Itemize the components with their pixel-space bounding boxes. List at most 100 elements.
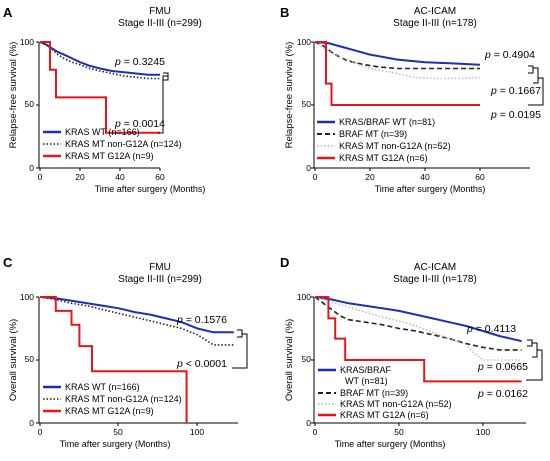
panel-a-y-tick-labels: 0 50 100 bbox=[20, 37, 34, 173]
panel-c-axes bbox=[36, 296, 238, 426]
y-tick-label: 50 bbox=[25, 354, 35, 364]
p-value-annotation: p < 0.0001 bbox=[176, 358, 227, 370]
survival-curve-kras-mt-g12a-n-9 bbox=[40, 296, 188, 423]
panel-c-y-axis-label: Overall survival (%) bbox=[8, 319, 19, 401]
panel-b-ticks bbox=[311, 41, 481, 171]
comparison-bracket bbox=[158, 72, 169, 134]
y-tick-label: 50 bbox=[302, 99, 312, 109]
comparison-bracket bbox=[232, 329, 248, 369]
survival-curve-kras-wt-n-166 bbox=[39, 41, 160, 76]
panel-d-x-tick-labels: 0 50 100 bbox=[313, 427, 491, 437]
panel-b-y-axis-label: Relapse-free survival (%) bbox=[284, 42, 295, 149]
legend-entry: KRAS WT (n=166) bbox=[65, 382, 140, 392]
y-tick-label: 0 bbox=[29, 163, 34, 173]
panel-letter-d: D bbox=[280, 255, 289, 270]
comparison-bracket bbox=[526, 339, 543, 381]
legend-entry: KRAS/BRAF WT (n=81) bbox=[339, 117, 435, 127]
panel-d-subtitle: Stage II-III (n=178) bbox=[393, 274, 477, 285]
panel-a-legend: KRAS WT (n=166) KRAS MT non-G12A (n=124)… bbox=[43, 127, 182, 161]
panel-a-x-tick-labels: 0 20 40 60 bbox=[38, 172, 165, 182]
panel-a-subtitle: Stage II-III (n=299) bbox=[118, 18, 202, 29]
panel-c-x-tick-labels: 0 50 100 bbox=[38, 427, 205, 437]
panel-c-subtitle: Stage II-III (n=299) bbox=[118, 274, 202, 285]
panel-a-y-axis-label: Relapse-free survival (%) bbox=[8, 42, 19, 149]
survival-curve-kras-mt-non-g12a-n-52 bbox=[314, 296, 522, 361]
panel-letter-a: A bbox=[3, 5, 13, 20]
y-tick-label: 0 bbox=[29, 418, 34, 428]
panel-d-y-tick-labels: 0 50 100 bbox=[297, 292, 311, 428]
y-tick-label: 50 bbox=[25, 99, 35, 109]
panel-d: D AC-ICAM Stage II-III (n=178) Overall s… bbox=[280, 255, 543, 449]
panel-a-title: FMU bbox=[149, 6, 171, 17]
survival-curve-kras-mt-g12a-n-6 bbox=[315, 41, 480, 106]
x-tick-label: 20 bbox=[365, 172, 375, 182]
x-tick-label: 40 bbox=[420, 172, 430, 182]
p-value-annotation: p = 0.3245 bbox=[114, 56, 165, 68]
panel-a-series bbox=[39, 41, 160, 134]
panel-a-axes bbox=[36, 41, 161, 171]
legend-entry: BRAF MT (n=39) bbox=[340, 388, 408, 398]
survival-curve-braf-mt-n-39 bbox=[314, 296, 522, 351]
panel-d-series bbox=[314, 296, 522, 383]
p-value-annotation: p = 0.0195 bbox=[490, 109, 541, 121]
x-tick-label: 100 bbox=[476, 427, 490, 437]
panel-c-x-axis-label: Time after surgery (Months) bbox=[60, 439, 171, 449]
panel-b-axes bbox=[311, 41, 530, 171]
legend-entry: KRAS MT G12A (n=9) bbox=[65, 406, 154, 416]
x-tick-label: 50 bbox=[113, 427, 123, 437]
panel-d-legend: KRAS/BRAF WT (n=81) BRAF MT (n=39) KRAS … bbox=[318, 365, 452, 420]
survival-curve-kras-mt-non-g12a-n-124 bbox=[39, 41, 160, 80]
survival-curve-kras-braf-wt-n-81 bbox=[314, 41, 481, 66]
survival-curve-kras-mt-g12a-n-9 bbox=[40, 41, 160, 134]
x-tick-label: 0 bbox=[38, 172, 43, 182]
panel-d-x-axis-label: Time after surgery (Months) bbox=[335, 439, 446, 449]
panel-letter-b: B bbox=[280, 5, 289, 20]
legend-entry: KRAS WT (n=166) bbox=[65, 127, 140, 137]
survival-curve-kras-wt-n-166 bbox=[39, 296, 234, 334]
panel-c-ticks bbox=[36, 296, 198, 426]
y-tick-label: 100 bbox=[20, 37, 34, 47]
panel-b-series bbox=[314, 41, 481, 106]
panel-c-title: FMU bbox=[149, 262, 171, 273]
y-tick-label: 50 bbox=[302, 354, 312, 364]
survival-curve-kras-mt-g12a-n-6 bbox=[315, 296, 522, 383]
p-value-annotation: p = 0.0014 bbox=[114, 118, 165, 130]
x-tick-label: 60 bbox=[155, 172, 165, 182]
panel-b-x-axis-label: Time after surgery (Months) bbox=[375, 184, 486, 194]
legend-entry: KRAS MT G12A (n=9) bbox=[65, 151, 154, 161]
legend-entry: KRAS MT non-G12A (n=124) bbox=[65, 394, 182, 404]
panel-letter-c: C bbox=[3, 255, 13, 270]
y-tick-label: 100 bbox=[20, 292, 34, 302]
legend-entry: KRAS MT non-G12A (n=124) bbox=[65, 139, 182, 149]
p-value-annotation: p = 0.1576 bbox=[176, 314, 227, 326]
x-tick-label: 20 bbox=[75, 172, 85, 182]
x-tick-label: 40 bbox=[115, 172, 125, 182]
panel-d-title: AC-ICAM bbox=[414, 262, 456, 273]
p-value-annotation: p = 0.4904 bbox=[484, 49, 535, 61]
p-value-annotation: p = 0.0665 bbox=[477, 361, 528, 373]
x-tick-label: 0 bbox=[38, 427, 43, 437]
x-tick-label: 60 bbox=[475, 172, 485, 182]
panel-d-ticks bbox=[311, 296, 484, 426]
x-tick-label: 100 bbox=[190, 427, 204, 437]
panel-a-ticks bbox=[36, 41, 161, 171]
comparison-bracket bbox=[528, 65, 544, 106]
survival-curve-braf-mt-n-39 bbox=[314, 41, 480, 70]
panel-c-y-tick-labels: 0 50 100 bbox=[20, 292, 34, 428]
x-tick-label: 0 bbox=[313, 172, 318, 182]
survival-curve-kras-braf bbox=[314, 296, 522, 343]
panel-a: A FMU Stage II-III (n=299) Relapse-free … bbox=[3, 5, 205, 194]
panel-b-subtitle: Stage II-III (n=178) bbox=[393, 18, 477, 29]
p-value-annotation: p = 0.1667 bbox=[490, 85, 541, 97]
panel-c-legend: KRAS WT (n=166) KRAS MT non-G12A (n=124)… bbox=[43, 382, 182, 416]
panel-a-x-axis-label: Time after surgery (Months) bbox=[95, 184, 206, 194]
x-tick-label: 50 bbox=[394, 427, 404, 437]
y-tick-label: 100 bbox=[297, 37, 311, 47]
legend-entry: KRAS/BRAF bbox=[340, 365, 392, 375]
panel-b-title: AC-ICAM bbox=[414, 6, 456, 17]
y-tick-label: 0 bbox=[306, 163, 311, 173]
legend-entry-line2: WT (n=81) bbox=[345, 376, 388, 386]
panel-b-legend: KRAS/BRAF WT (n=81) BRAF MT (n=39) KRAS … bbox=[317, 117, 451, 163]
legend-entry: KRAS MT G12A (n=6) bbox=[340, 410, 429, 420]
